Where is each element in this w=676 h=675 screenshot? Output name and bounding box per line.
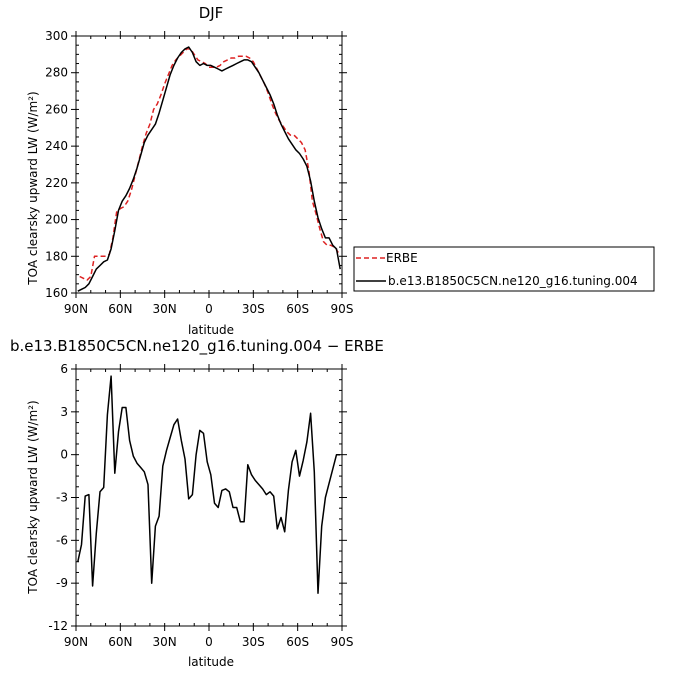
top-plot-frame xyxy=(75,35,343,294)
top-x-tick-label: 90N xyxy=(64,302,88,316)
top-x-tick-label: 30S xyxy=(242,302,265,316)
bottom-ticks: 90N 60N 30N 0 30S 60S 90S -12 -9 -6 -3 0 3 6 xyxy=(48,362,353,649)
top-x-tick-label: 90S xyxy=(331,302,354,316)
top-x-tick-label: 0 xyxy=(205,302,213,316)
top-series-line-0 xyxy=(79,48,339,281)
bottom-y-tick-label: -9 xyxy=(56,576,68,590)
bottom-x-tick-label: 90N xyxy=(64,635,88,649)
top-y-tick-label: 300 xyxy=(45,29,68,43)
top-y-tick-label: 180 xyxy=(45,249,68,263)
top-y-tick-label: 280 xyxy=(45,66,68,80)
bottom-y-tick-label: -12 xyxy=(48,619,68,633)
top-y-tick-label: 220 xyxy=(45,176,68,190)
top-series-line-1 xyxy=(77,46,341,292)
top-chart-title: DJF xyxy=(199,4,224,22)
top-panel: DJF 90N 60N 30N 0 30S 60S 90S 160 180 200 220 240 26… xyxy=(26,4,353,337)
bottom-y-tick-label: -6 xyxy=(56,533,68,547)
bottom-y-tick-label: 3 xyxy=(60,405,68,419)
bottom-plot-frame xyxy=(75,368,343,627)
top-y-tick-label: 160 xyxy=(45,286,68,300)
top-y-tick-label: 240 xyxy=(45,139,68,153)
bottom-series-line-0 xyxy=(77,375,341,594)
bottom-x-tick-label: 30N xyxy=(153,635,177,649)
top-x-axis-label: latitude xyxy=(188,323,234,337)
top-x-tick-label: 60S xyxy=(286,302,309,316)
legend-label-erbe: ERBE xyxy=(386,251,418,265)
bottom-x-tick-label: 90S xyxy=(331,635,354,649)
top-x-tick-label: 30N xyxy=(153,302,177,316)
bottom-y-axis-label: TOA clearsky upward LW (W/m²) xyxy=(26,400,40,594)
legend: ERBE b.e13.B1850C5CN.ne120_g16.tuning.00… xyxy=(353,246,655,292)
bottom-x-tick-label: 60N xyxy=(108,635,132,649)
bottom-y-tick-label: -3 xyxy=(56,491,68,505)
bottom-x-tick-label: 30S xyxy=(242,635,265,649)
top-y-tick-label: 200 xyxy=(45,213,68,227)
bottom-x-tick-label: 60S xyxy=(286,635,309,649)
legend-box xyxy=(353,246,655,292)
bottom-chart-title: b.e13.B1850C5CN.ne120_g16.tuning.004 − E… xyxy=(10,337,384,356)
bottom-y-tick-label: 0 xyxy=(60,448,68,462)
bottom-y-tick-label: 6 xyxy=(60,362,68,376)
top-y-tick-label: 260 xyxy=(45,102,68,116)
bottom-panel: b.e13.B1850C5CN.ne120_g16.tuning.004 − E… xyxy=(10,337,384,669)
top-ticks: 90N 60N 30N 0 30S 60S 90S 160 180 200 220 240 260 280… xyxy=(45,29,353,316)
bottom-series xyxy=(77,375,341,594)
top-y-axis-label: TOA clearsky upward LW (W/m²) xyxy=(26,91,40,285)
bottom-x-tick-label: 0 xyxy=(205,635,213,649)
legend-label-model: b.e13.B1850C5CN.ne120_g16.tuning.004 xyxy=(388,274,638,288)
top-series xyxy=(77,46,341,292)
top-x-tick-label: 60N xyxy=(108,302,132,316)
bottom-x-axis-label: latitude xyxy=(188,655,234,669)
